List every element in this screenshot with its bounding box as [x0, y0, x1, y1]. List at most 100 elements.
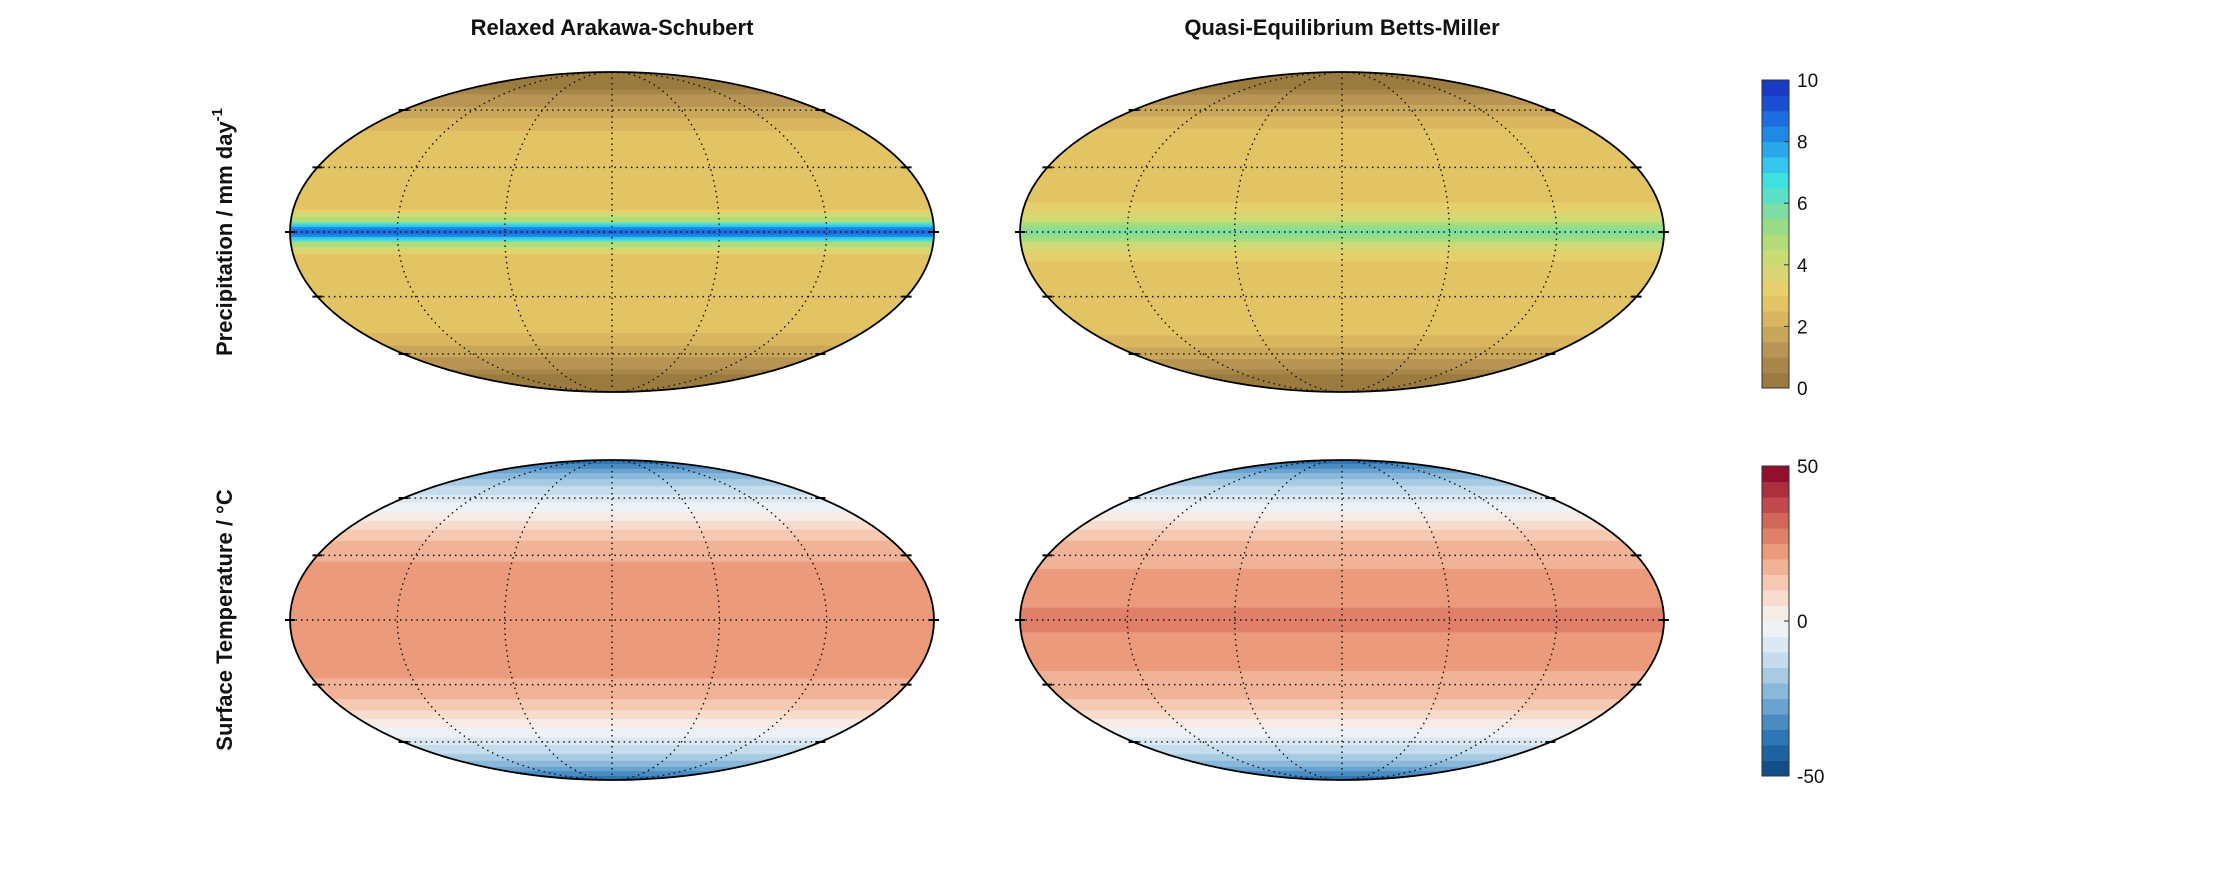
contour-band — [290, 502, 934, 506]
contour-band — [290, 654, 934, 658]
colorbar-swatch — [1762, 95, 1789, 112]
contour-band — [290, 694, 934, 698]
contour-band — [290, 295, 934, 299]
colorbar-precipitation: 10 8 6 4 2 0 — [1761, 71, 1818, 400]
contour-band — [290, 561, 934, 565]
contour-band — [290, 540, 934, 544]
contour-band — [290, 89, 934, 92]
contour-band — [1020, 573, 1664, 577]
contour-band — [290, 166, 934, 170]
contour-band — [290, 200, 934, 204]
contour-band — [1020, 244, 1664, 248]
contour-band — [1020, 112, 1664, 116]
contour-band — [290, 306, 934, 310]
contour-band — [290, 637, 934, 641]
meridian-line — [611, 460, 721, 780]
contour-band — [1020, 642, 1664, 646]
contour-band — [290, 642, 934, 646]
colorbar-tick-label: 4 — [1797, 256, 1808, 277]
contour-band — [290, 471, 934, 474]
contour-band — [1020, 661, 1664, 665]
contour-band — [1020, 273, 1664, 277]
contour-band — [1020, 708, 1664, 711]
contour-band — [1020, 760, 1664, 764]
contour-band — [290, 101, 934, 104]
contour-band — [1020, 571, 1664, 575]
contour-band — [1020, 510, 1664, 514]
contour-band — [290, 234, 934, 238]
contour-band — [290, 387, 934, 390]
meridian-line — [611, 72, 828, 392]
colorbar-swatch — [1762, 326, 1789, 343]
contour-band — [290, 518, 934, 522]
contour-band — [1020, 85, 1664, 88]
contour-band — [290, 212, 934, 216]
meridian-line — [611, 460, 828, 780]
contour-band — [290, 139, 934, 143]
contour-band — [1020, 474, 1664, 477]
contour-band — [290, 531, 934, 535]
contour-band — [1020, 239, 1664, 243]
contour-band — [1020, 328, 1664, 332]
contour-band — [1020, 353, 1664, 356]
contour-band — [1020, 461, 1664, 463]
contour-band — [290, 468, 934, 471]
contour-band — [1020, 146, 1664, 149]
contour-band — [1020, 666, 1664, 670]
contour-band — [1020, 173, 1664, 177]
contour-band — [1020, 315, 1664, 319]
contour-band — [290, 317, 934, 321]
contour-band — [290, 462, 934, 464]
colorbar-swatch — [1762, 141, 1789, 158]
contour-band — [1020, 261, 1664, 265]
contour-band — [290, 467, 934, 470]
contour-band — [290, 737, 934, 741]
contour-band — [1020, 168, 1664, 172]
contour-band — [1020, 331, 1664, 334]
contour-band — [1020, 195, 1664, 199]
colorbar-swatch — [1762, 481, 1789, 498]
graticule — [1020, 72, 1664, 392]
contour-band — [1020, 549, 1664, 553]
contour-band — [290, 375, 934, 379]
contour-band — [290, 496, 934, 500]
contour-band — [1020, 467, 1664, 470]
contour-band — [1020, 725, 1664, 729]
colorbar-tick-label: 2 — [1797, 317, 1808, 338]
meridian-line — [1341, 72, 1558, 392]
contour-band — [290, 97, 934, 101]
colorbar-swatch — [1762, 264, 1789, 281]
contour-band — [290, 721, 934, 724]
contour-band — [290, 227, 934, 231]
contour-band — [1020, 699, 1664, 703]
contour-band — [1020, 378, 1664, 381]
contour-band — [1020, 92, 1664, 96]
contour-band — [290, 479, 934, 482]
contour-band — [1020, 512, 1664, 516]
contour-band — [1020, 308, 1664, 312]
colorbar-tick-label: 8 — [1797, 133, 1808, 154]
contour-band — [290, 74, 934, 76]
contour-band — [290, 152, 934, 156]
colorbar-swatch — [1762, 745, 1789, 761]
colorbar-swatch — [1762, 636, 1789, 653]
contour-band — [290, 80, 934, 83]
contour-band — [1020, 559, 1664, 563]
contour-band — [1020, 80, 1664, 83]
contour-band — [290, 360, 934, 364]
contour-band — [1020, 118, 1664, 122]
contour-band — [290, 771, 934, 774]
contour-band — [1020, 620, 1664, 624]
contour-band — [290, 588, 934, 592]
contour-band — [1020, 592, 1664, 596]
contour-band — [1020, 678, 1664, 682]
contour-band — [1020, 355, 1664, 358]
colorbar-tick-label: 10 — [1797, 71, 1818, 92]
contour-band — [1020, 776, 1664, 779]
contour-band — [1020, 710, 1664, 714]
contour-band — [1020, 632, 1664, 636]
contour-band — [1020, 222, 1664, 226]
contour-band — [290, 249, 934, 253]
colorbar-swatch — [1762, 760, 1789, 777]
